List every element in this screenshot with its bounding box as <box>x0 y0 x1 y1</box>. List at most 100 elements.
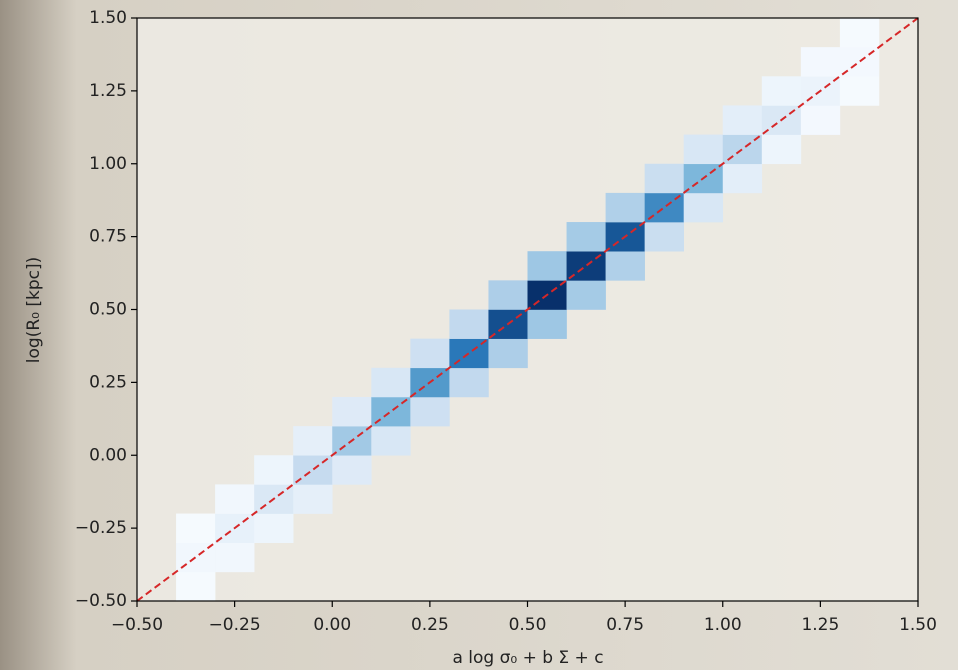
bin <box>137 47 176 76</box>
bin <box>254 310 293 339</box>
bin <box>684 455 723 484</box>
bin <box>410 18 449 47</box>
bin <box>215 105 254 134</box>
bin <box>645 514 684 543</box>
bin <box>410 164 449 193</box>
bin <box>722 105 763 135</box>
bin <box>293 222 332 251</box>
bin <box>215 135 254 164</box>
bin <box>567 455 606 484</box>
bin <box>566 222 606 252</box>
bin <box>371 135 410 164</box>
bin <box>137 135 176 164</box>
bin <box>449 514 488 543</box>
bin <box>488 280 528 310</box>
bin <box>488 397 527 426</box>
bin <box>762 572 801 601</box>
bin <box>762 164 801 193</box>
bin <box>254 222 293 251</box>
bin <box>645 572 684 601</box>
bin <box>762 514 801 543</box>
y-tick-label: 0.75 <box>89 227 127 247</box>
bin <box>879 164 918 193</box>
bin <box>879 339 918 368</box>
bin <box>567 310 606 339</box>
bin <box>332 396 372 427</box>
bin <box>840 397 879 426</box>
bin <box>215 222 254 251</box>
bin <box>488 18 527 47</box>
bin <box>137 426 176 455</box>
bin <box>840 514 879 543</box>
bin <box>801 543 840 572</box>
bin <box>410 105 449 134</box>
bin <box>723 76 762 105</box>
bin <box>762 368 801 397</box>
bin <box>762 339 801 368</box>
bin <box>293 18 332 47</box>
bin <box>762 47 801 76</box>
bin <box>606 397 645 426</box>
bin <box>332 572 371 601</box>
bin <box>606 426 645 455</box>
bin <box>488 455 527 484</box>
bin <box>801 368 840 397</box>
bin <box>645 397 684 426</box>
bin <box>840 193 879 222</box>
bin <box>449 543 488 572</box>
bin <box>567 368 606 397</box>
bin <box>215 193 254 222</box>
bin <box>840 339 879 368</box>
bin <box>137 484 176 513</box>
bin <box>684 368 723 397</box>
bin <box>332 76 371 105</box>
bin <box>332 368 371 397</box>
bin <box>879 251 918 280</box>
bin <box>644 222 684 252</box>
bin <box>840 310 879 339</box>
bin <box>723 280 762 309</box>
bin <box>488 76 527 105</box>
bin <box>137 105 176 134</box>
bin <box>801 135 840 164</box>
bin <box>879 455 918 484</box>
bin <box>606 484 645 513</box>
bin <box>215 426 254 455</box>
bin <box>684 339 723 368</box>
bin <box>410 310 449 339</box>
y-tick-label: 1.50 <box>89 8 127 28</box>
bin <box>723 368 762 397</box>
bin <box>215 542 255 573</box>
bin <box>879 484 918 513</box>
x-tick-label: 0.75 <box>606 615 644 635</box>
bin <box>176 76 215 105</box>
bin <box>840 135 879 164</box>
bin <box>137 339 176 368</box>
bin <box>176 280 215 309</box>
bin <box>762 426 801 455</box>
bin <box>801 426 840 455</box>
bin <box>293 572 332 601</box>
bin <box>879 572 918 601</box>
bin <box>801 397 840 426</box>
bin <box>567 339 606 368</box>
bin <box>449 309 489 339</box>
bin <box>840 484 879 513</box>
bin <box>488 47 527 76</box>
bin <box>684 105 723 134</box>
bin <box>176 455 215 484</box>
bin <box>371 105 410 134</box>
bin <box>723 426 762 455</box>
bin <box>567 514 606 543</box>
bin <box>684 76 723 105</box>
y-tick-label: −0.50 <box>75 591 127 611</box>
bin <box>723 339 762 368</box>
bin <box>801 251 840 280</box>
bin <box>254 47 293 76</box>
y-tick-label: 0.25 <box>89 372 127 392</box>
bin <box>879 76 918 105</box>
bin <box>567 105 606 134</box>
bin <box>879 135 918 164</box>
bin <box>645 105 684 134</box>
bin <box>176 368 215 397</box>
